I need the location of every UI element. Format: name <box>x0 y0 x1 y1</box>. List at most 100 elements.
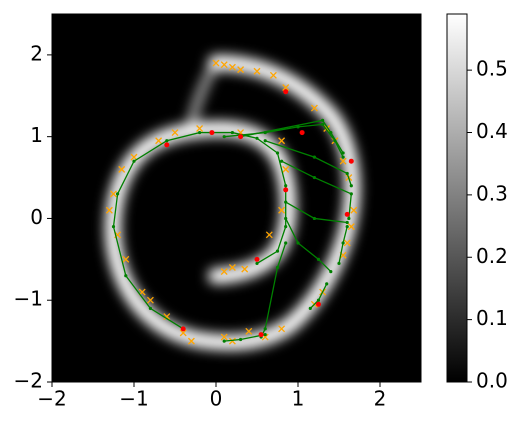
trajectory-point <box>111 225 116 229</box>
y-tick-label: 2 <box>30 41 43 65</box>
trajectory-point <box>337 261 341 266</box>
trajectory-point <box>255 136 259 140</box>
trajectory-point <box>132 159 136 163</box>
sample-marker <box>278 325 286 333</box>
sample-marker <box>122 255 130 263</box>
marks <box>105 59 358 345</box>
point-marker <box>254 256 260 262</box>
trajectory <box>281 160 352 219</box>
trajectory-point <box>312 216 316 221</box>
x-tick-label: −1 <box>119 387 148 411</box>
sample-marker <box>220 333 228 341</box>
x-tick-label: −2 <box>37 387 66 411</box>
trajectory <box>264 140 352 186</box>
point-marker <box>164 142 170 148</box>
colorbar-tick-label: 0.1 <box>476 306 508 330</box>
trajectory <box>240 119 344 154</box>
point-marker <box>299 130 305 136</box>
trajectory-point <box>198 130 202 135</box>
sample-marker <box>339 157 347 165</box>
sample-marker <box>278 206 286 214</box>
trajectory-point <box>165 139 169 143</box>
sample-marker <box>265 231 273 239</box>
colorbar-tick-label: 0.3 <box>476 181 508 205</box>
trajectory-point <box>263 139 267 143</box>
sample-marker <box>241 265 249 273</box>
y-tick-label: 0 <box>30 205 43 229</box>
sample-marker <box>228 264 236 271</box>
trajectory-point <box>329 270 333 274</box>
sample-marker <box>278 137 286 145</box>
sample-marker <box>212 59 220 67</box>
trajectory-point <box>341 155 345 159</box>
axes-frame <box>51 13 422 383</box>
trajectory-point <box>230 130 234 135</box>
point-marker <box>180 326 186 332</box>
sample-marker <box>228 63 236 71</box>
sample-marker <box>220 268 228 276</box>
ridge-main <box>105 54 361 351</box>
trajectory-point <box>284 200 288 204</box>
trajectory-point <box>321 118 325 122</box>
sample-marker <box>245 327 253 335</box>
trajectory-point <box>341 151 345 155</box>
ridge-branch <box>185 58 221 135</box>
trajectory-point <box>284 216 288 221</box>
sample-marker <box>146 296 154 304</box>
point-marker <box>238 134 244 140</box>
trajectory-point <box>349 192 353 196</box>
trajectory-point <box>308 306 312 310</box>
trajectory-point <box>222 339 226 343</box>
trajectory-point <box>296 241 300 245</box>
x-tick-label: 0 <box>210 387 223 411</box>
trajectory-point <box>347 216 351 221</box>
trajectory-point <box>345 220 349 225</box>
trajectory-point <box>275 249 280 253</box>
trajectory-point <box>275 151 280 155</box>
sample-marker <box>282 84 290 92</box>
sample-marker <box>105 206 113 214</box>
colorbar-tick-label: 0.2 <box>476 244 508 268</box>
trajectory-point <box>116 192 120 196</box>
sample-marker <box>343 239 351 247</box>
sample-marker <box>130 153 138 161</box>
y-tick-label: −2 <box>14 369 43 393</box>
trajectory-point <box>284 225 288 229</box>
point-marker <box>209 130 215 136</box>
trajectory-point <box>148 306 152 310</box>
colorbar-tick-label: 0.0 <box>476 369 508 393</box>
point-marker <box>283 89 289 95</box>
sample-marker <box>118 165 126 173</box>
sample-marker <box>171 129 179 137</box>
plot-area <box>52 14 421 382</box>
sample-marker <box>110 190 117 198</box>
sample-marker <box>269 71 277 79</box>
trajectory-point <box>316 257 321 261</box>
point-marker <box>316 301 321 307</box>
trajectory-point <box>321 122 325 126</box>
sample-marker <box>196 125 204 132</box>
trajectory-point <box>284 241 288 245</box>
trajectory-point <box>263 332 267 337</box>
trajectory <box>285 218 332 273</box>
sample-marker <box>228 337 236 345</box>
sample-marker <box>237 66 245 74</box>
point-marker <box>348 158 354 164</box>
y-tick-label: 1 <box>30 123 43 147</box>
x-tick-label: 2 <box>374 387 387 411</box>
point-marker <box>258 332 264 338</box>
trajectory-point <box>345 171 349 176</box>
sample-marker <box>187 337 195 345</box>
trajectory-point <box>263 327 267 331</box>
point-marker <box>344 211 350 217</box>
trajectory-point <box>349 184 353 188</box>
sample-marker <box>163 313 171 321</box>
trajectory <box>260 242 287 338</box>
density-ridge <box>105 54 361 351</box>
colorbar-tick-label: 0.5 <box>476 57 508 81</box>
colorbar-tick-label: 0.4 <box>476 119 508 143</box>
trajectory-point <box>222 135 226 139</box>
trajectory-point <box>341 241 345 245</box>
trajectory-point <box>316 298 321 302</box>
sample-marker <box>347 223 355 231</box>
